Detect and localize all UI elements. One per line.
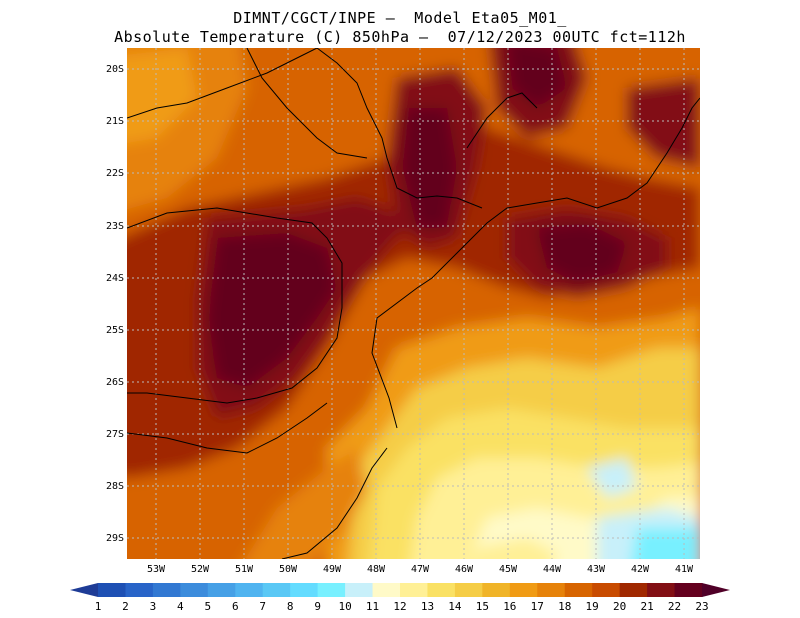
colorbar-label: 11: [365, 600, 380, 613]
colorbar-segment: [592, 583, 621, 597]
lat-label-25s: 25S: [105, 325, 124, 336]
colorbar-segment: [372, 583, 401, 597]
lat-label-27s: 27S: [105, 429, 124, 440]
colorbar-label: 6: [231, 600, 239, 613]
lon-label-52w: 52W: [190, 564, 210, 575]
colorbar-label: 17: [530, 600, 544, 613]
lat-label-23s: 23S: [105, 221, 124, 232]
colorbar-segment: [702, 583, 730, 597]
colorbar-segment: [345, 583, 374, 597]
colorbar-segment: [152, 583, 181, 597]
colorbar-segment: [674, 583, 703, 597]
lon-label-51w: 51W: [234, 564, 254, 575]
colorbar-label: 18: [558, 600, 572, 613]
lon-label-46w: 46W: [454, 564, 474, 575]
colorbar-label: 21: [640, 600, 654, 613]
colorbar-segment: [262, 583, 291, 597]
lon-label-43w: 43W: [586, 564, 606, 575]
lon-label-47w: 47W: [410, 564, 430, 575]
lon-label-44w: 44W: [542, 564, 562, 575]
colorbar-segment: [235, 583, 264, 597]
lon-label-50w: 50W: [278, 564, 298, 575]
lat-label-22s: 22S: [105, 168, 124, 179]
colorbar-label: 2: [122, 600, 129, 613]
lon-label-42w: 42W: [630, 564, 650, 575]
lat-label-24s: 24S: [105, 273, 124, 284]
lat-label-26s: 26S: [105, 377, 124, 388]
colorbar-label: 4: [177, 600, 184, 613]
colorbar-label: 7: [259, 600, 267, 613]
colorbar-label: 12: [393, 600, 407, 613]
colorbar-segment: [537, 583, 566, 597]
lon-label-48w: 48W: [366, 564, 386, 575]
colorbar-label: 8: [286, 600, 294, 613]
lat-label-21s: 21S: [105, 116, 124, 127]
lat-label-29s: 29S: [105, 533, 124, 544]
colorbar-label: 23: [695, 600, 709, 613]
grid-lines: [127, 48, 700, 559]
colorbar-segment: [290, 583, 319, 597]
colorbar-label: 16: [503, 600, 517, 613]
lon-label-45w: 45W: [498, 564, 518, 575]
colorbar-segment: [98, 583, 126, 597]
colorbar-segment: [509, 583, 538, 597]
colorbar-label: 22: [667, 600, 682, 613]
colorbar-segment: [647, 583, 676, 597]
colorbar-segment: [317, 583, 346, 597]
colorbar-label: 10: [338, 600, 352, 613]
colorbar-label: 3: [149, 600, 157, 613]
color-scale-bar: [70, 583, 730, 597]
lat-label-28s: 28S: [105, 481, 124, 492]
colorbar-segment: [180, 583, 209, 597]
colorbar-label: 1: [94, 600, 102, 613]
colorbar-label: 19: [585, 600, 599, 613]
colorbar-segment: [207, 583, 236, 597]
chart-title-line-1: DIMNT/CGCT/INPE – Model Eta05_M01_: [233, 9, 567, 27]
colorbar-segment: [564, 583, 593, 597]
colorbar-segment: [70, 583, 98, 597]
colorbar-segment: [482, 583, 511, 597]
colorbar-label: 20: [613, 600, 627, 613]
colorbar-label: 9: [314, 600, 321, 613]
colorbar-label: 13: [420, 600, 435, 613]
lon-label-41w: 41W: [674, 564, 694, 575]
colorbar-segment: [427, 583, 456, 597]
lat-label-20s: 20S: [105, 64, 124, 75]
colorbar-label: 5: [204, 600, 212, 613]
temperature-map: [127, 48, 700, 559]
colorbar-segment: [619, 583, 648, 597]
temperature-field: [127, 48, 700, 559]
colorbar-label: 15: [475, 600, 489, 613]
chart-title-line-2: Absolute Temperature (C) 850hPa – 07/12/…: [114, 28, 686, 46]
colorbar-label: 14: [448, 600, 462, 613]
lon-label-53w: 53W: [146, 564, 166, 575]
coastline-borders: [127, 48, 700, 559]
colorbar-segment: [125, 583, 154, 597]
colorbar-segment: [454, 583, 483, 597]
colorbar-segment: [400, 583, 428, 597]
lon-label-49w: 49W: [322, 564, 342, 575]
